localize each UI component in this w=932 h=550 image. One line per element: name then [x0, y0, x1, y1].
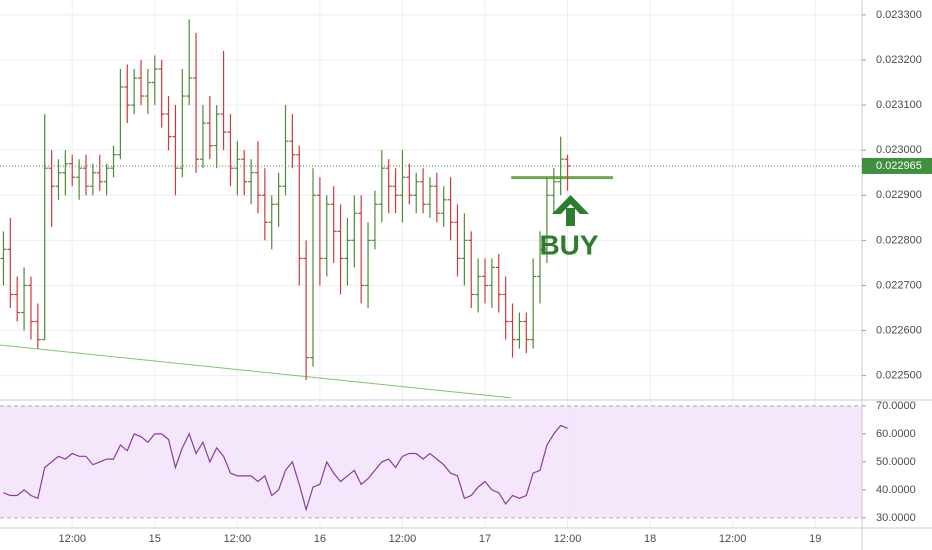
drawn-line — [0, 344, 511, 399]
y-tick-label: 0.022800 — [876, 234, 922, 246]
x-tick-label: 12:00 — [719, 533, 747, 545]
y-tick-label: 0.022700 — [876, 279, 922, 291]
arrow-shaft — [566, 208, 575, 226]
x-tick-label: 12:00 — [389, 533, 417, 545]
x-tick-label: 18 — [644, 533, 656, 545]
x-tick-label: 12:00 — [554, 533, 582, 545]
y-tick-label: 0.022500 — [876, 370, 922, 382]
x-tick-label: 17 — [479, 533, 491, 545]
y-tick-label: 0.023100 — [876, 99, 922, 111]
x-tick-label: 15 — [149, 533, 161, 545]
y-tick-label: 0.023200 — [876, 54, 922, 66]
axes: 12:00 15 12:00 16 12:00 17 12:00 18 12:00 19 0.023… — [58, 9, 932, 545]
y-tick-label: 0.023000 — [876, 144, 922, 156]
x-tick-label: 12:00 — [224, 533, 252, 545]
rsi-band — [0, 405, 862, 518]
y2-tick-label: 50.0000 — [876, 456, 916, 468]
current-price-label: 0.022965 — [876, 160, 922, 172]
y2-tick-label: 40.0000 — [876, 484, 916, 496]
buy-arrow — [552, 195, 589, 226]
x-tick-label: 12:00 — [58, 533, 86, 545]
y-tick-label: 0.022600 — [876, 324, 922, 336]
rsi-line — [3, 424, 568, 512]
buy-label: BUY — [539, 229, 598, 260]
x-tick-label: 16 — [314, 533, 326, 545]
y2-tick-label: 30.0000 — [876, 512, 916, 524]
y-tick-label: 0.022900 — [876, 189, 922, 201]
x-tick-label: 19 — [809, 533, 821, 545]
arrow-head — [552, 195, 589, 214]
y2-tick-label: 70.0000 — [876, 400, 916, 412]
y-tick-label: 0.023300 — [876, 9, 922, 21]
plot — [0, 19, 862, 512]
y2-tick-label: 60.0000 — [876, 428, 916, 440]
current-price-box — [862, 157, 932, 174]
